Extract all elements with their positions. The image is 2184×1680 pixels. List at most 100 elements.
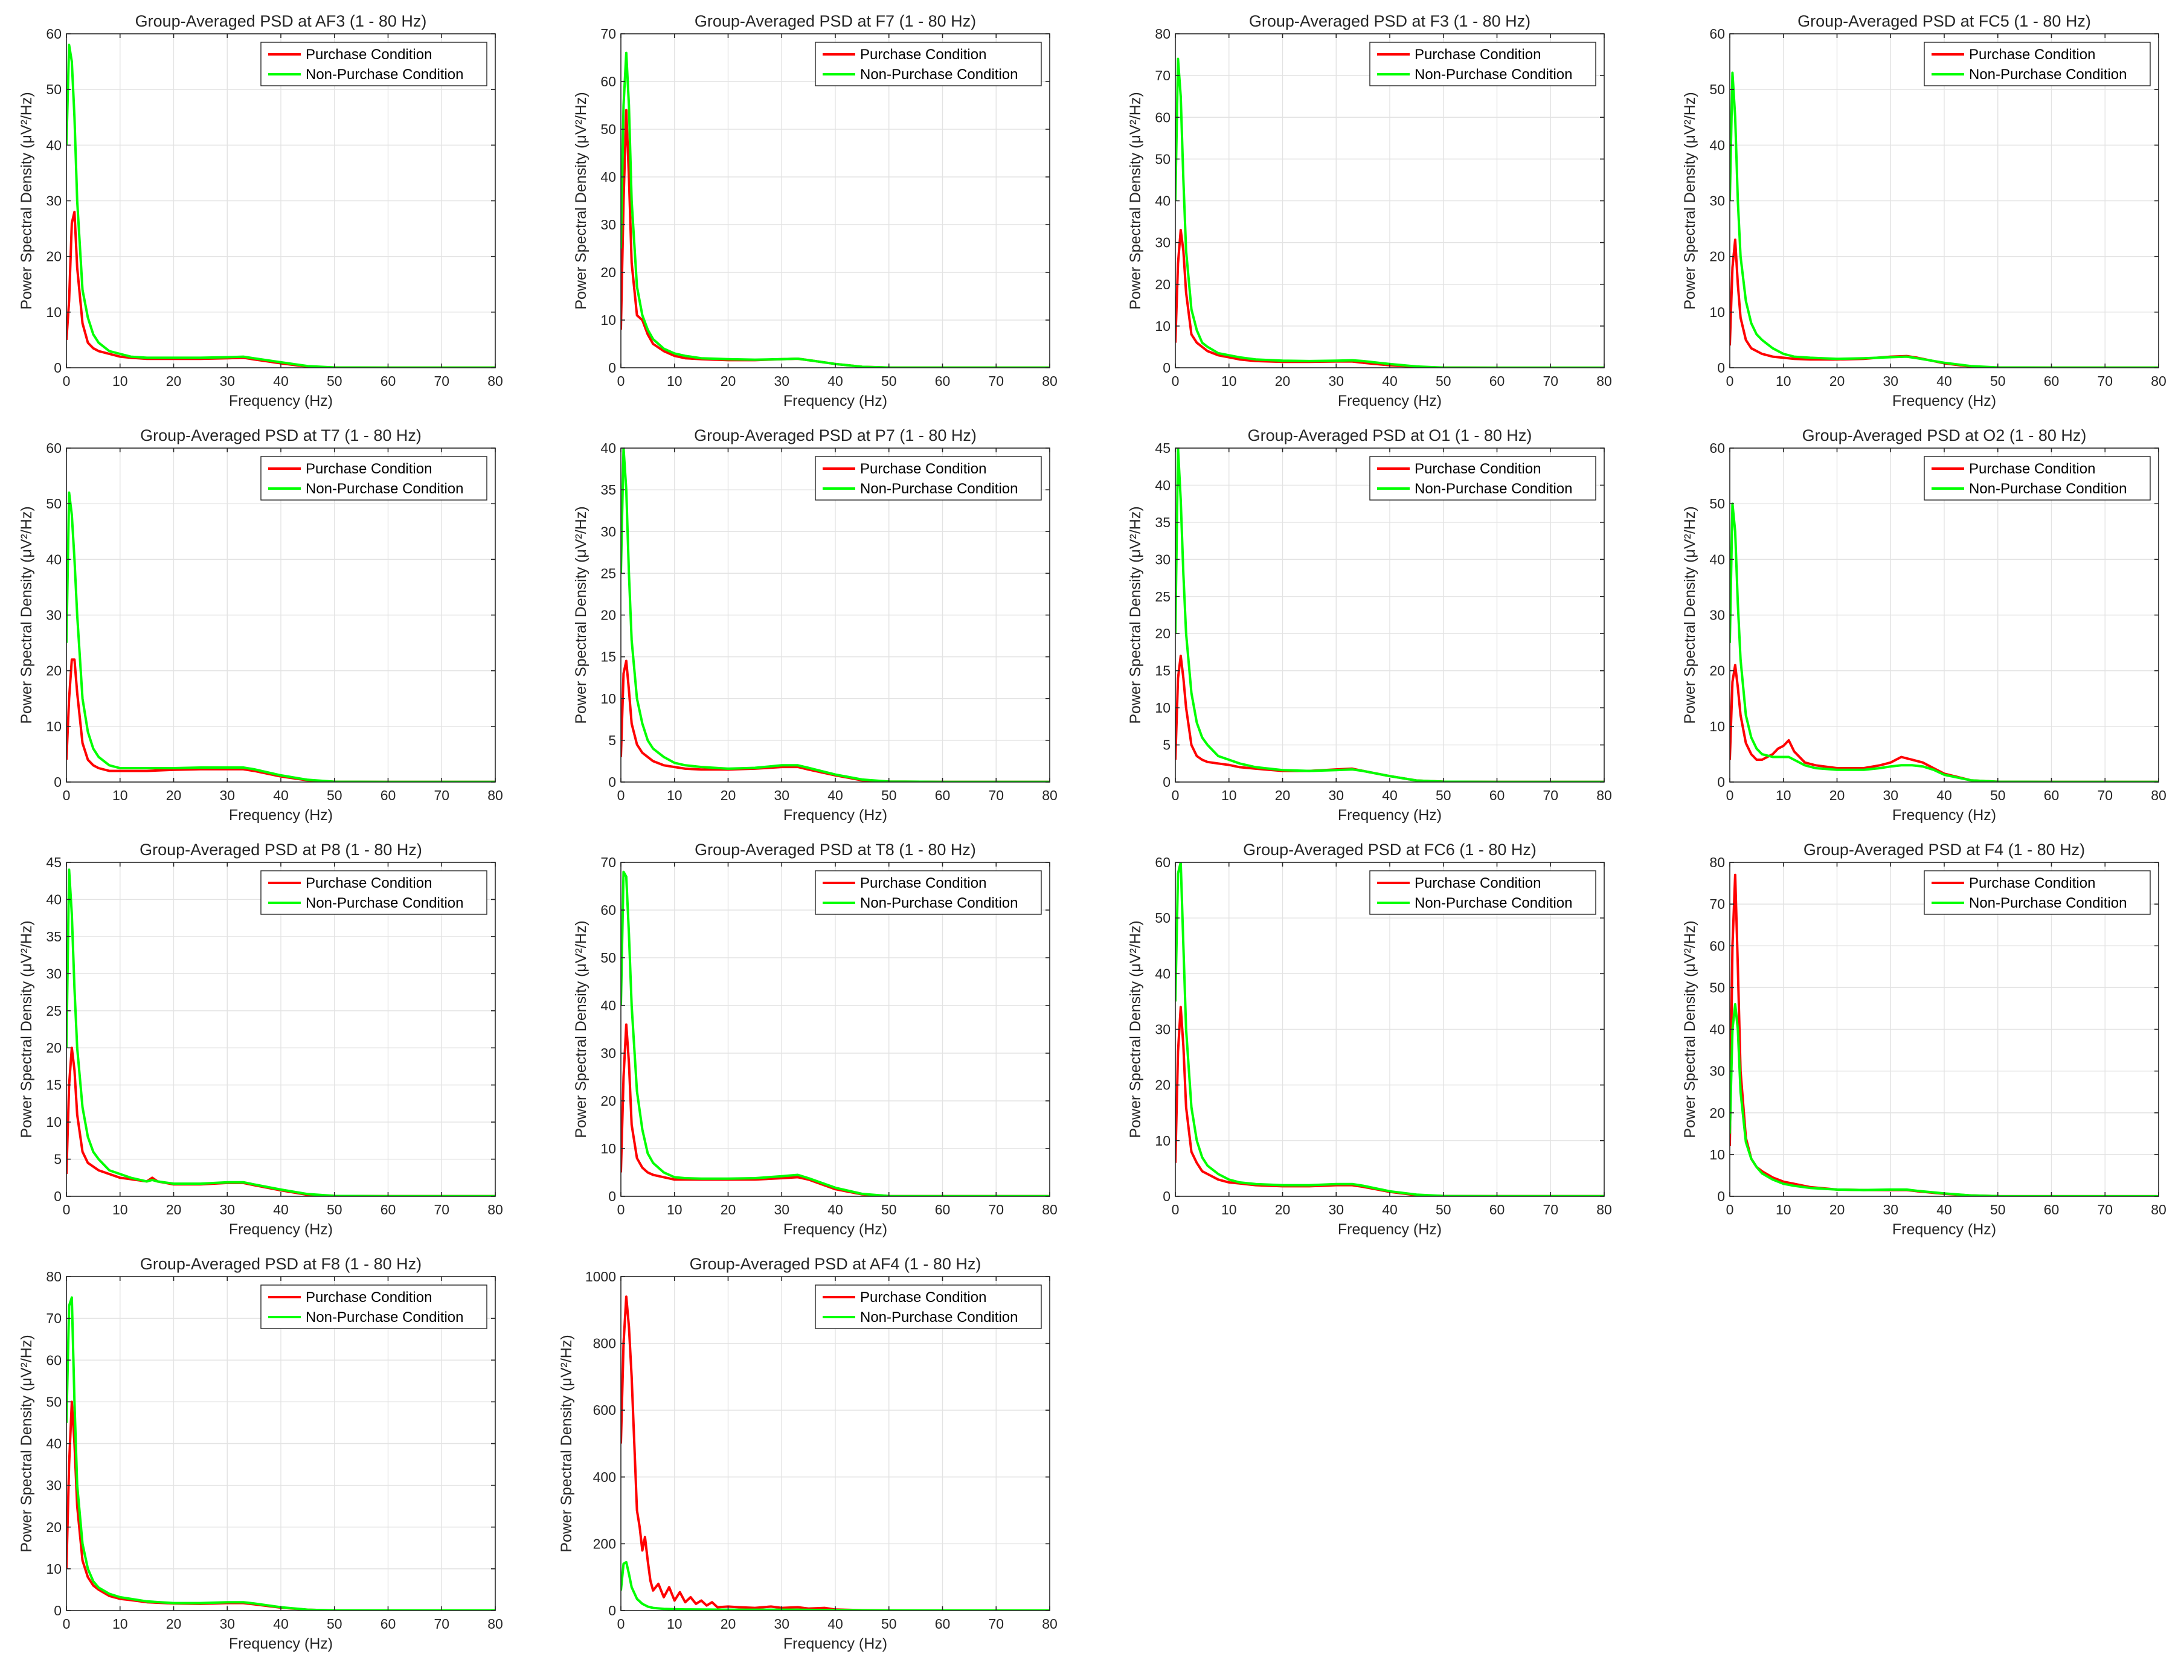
legend-entry: Non-Purchase Condition (306, 895, 463, 911)
legend-box (815, 42, 1042, 86)
plot-title: Group-Averaged PSD at T8 (1 - 80 Hz) (695, 841, 976, 859)
x-tick-label: 60 (935, 1616, 951, 1632)
x-tick-label: 10 (667, 1202, 682, 1217)
y-tick-label: 1000 (585, 1269, 616, 1284)
x-tick-label: 50 (327, 787, 342, 803)
y-tick-label: 50 (600, 950, 616, 966)
x-tick-label: 70 (2097, 1202, 2113, 1217)
y-tick-label: 60 (600, 902, 616, 918)
x-tick-label: 40 (827, 1616, 843, 1632)
y-tick-label: 10 (46, 1561, 62, 1577)
y-tick-label: 20 (46, 663, 62, 679)
x-tick-label: 10 (1776, 373, 1791, 389)
non-purchase-series-line (66, 1296, 495, 1611)
x-tick-label: 80 (487, 1616, 503, 1632)
y-tick-label: 20 (600, 265, 616, 280)
legend-entry: Purchase Condition (1969, 461, 2095, 477)
legend-entry: Purchase Condition (306, 46, 432, 63)
y-tick-label: 10 (1709, 304, 1725, 320)
legend-box (815, 870, 1042, 915)
x-tick-label: 60 (1489, 787, 1505, 803)
legend-box (815, 1284, 1042, 1329)
x-axis-label: Frequency (Hz) (783, 393, 887, 409)
y-tick-label: 40 (1709, 551, 1725, 567)
x-tick-label: 20 (166, 1202, 182, 1217)
x-tick-label: 0 (617, 1616, 625, 1632)
x-tick-label: 40 (273, 1616, 289, 1632)
y-tick-label: 0 (54, 360, 62, 376)
plot-title: Group-Averaged PSD at F3 (1 - 80 Hz) (1249, 12, 1530, 30)
y-tick-label: 20 (600, 1093, 616, 1109)
x-tick-label: 60 (381, 1616, 396, 1632)
x-tick-label: 80 (1042, 373, 1058, 389)
x-tick-label: 70 (434, 787, 449, 803)
plot-title: Group-Averaged PSD at AF4 (1 - 80 Hz) (690, 1255, 981, 1273)
y-tick-label: 600 (593, 1402, 616, 1418)
legend: Purchase Condition Non-Purchase Condition (1369, 42, 1596, 86)
legend-box (1924, 42, 2151, 86)
y-tick-label: 10 (46, 304, 62, 320)
y-tick-label: 10 (600, 691, 616, 707)
y-tick-label: 35 (46, 929, 62, 944)
x-tick-label: 30 (1883, 373, 1898, 389)
y-axis-label: Power Spectral Density (μV²/Hz) (18, 920, 35, 1138)
plot-title: Group-Averaged PSD at F8 (1 - 80 Hz) (140, 1255, 422, 1273)
y-tick-label: 45 (46, 854, 62, 870)
x-tick-label: 0 (1726, 373, 1734, 389)
x-tick-label: 50 (1990, 1202, 2006, 1217)
y-tick-label: 40 (1155, 477, 1171, 493)
y-tick-label: 40 (46, 137, 62, 153)
x-tick-label: 0 (1172, 1202, 1180, 1217)
y-axis-label: Power Spectral Density (μV²/Hz) (558, 1335, 575, 1552)
psd-panel: 0 10 20 30 40 50 60 70 80 0 10 20 30 40 50 60 70 Group-Av… (573, 12, 1058, 409)
y-tick-label: 10 (600, 312, 616, 328)
x-tick-label: 80 (2151, 373, 2166, 389)
x-tick-label: 20 (721, 1202, 736, 1217)
legend: Purchase Condition Non-Purchase Condition (815, 870, 1042, 915)
x-tick-label: 70 (2097, 787, 2113, 803)
y-tick-label: 30 (1155, 551, 1171, 567)
x-tick-label: 30 (1883, 1202, 1898, 1217)
x-tick-label: 10 (1221, 373, 1237, 389)
non-purchase-series-line (621, 870, 1050, 1196)
y-tick-label: 70 (46, 1310, 62, 1326)
legend: Purchase Condition Non-Purchase Condition (1369, 456, 1596, 501)
y-tick-label: 15 (600, 649, 616, 665)
x-tick-label: 0 (63, 1202, 71, 1217)
x-tick-label: 70 (2097, 373, 2113, 389)
legend-box (1369, 870, 1596, 915)
y-tick-label: 70 (1155, 68, 1171, 83)
x-tick-label: 30 (1883, 787, 1898, 803)
y-tick-label: 0 (608, 360, 616, 376)
x-tick-label: 80 (2151, 1202, 2166, 1217)
x-tick-label: 20 (721, 1616, 736, 1632)
x-tick-label: 30 (1328, 1202, 1344, 1217)
legend-box (260, 42, 487, 86)
psd-panel: 0 10 20 30 40 50 60 70 80 0 10 20 30 40 50 60 Group-Aver… (18, 426, 503, 824)
y-tick-label: 0 (1163, 360, 1171, 376)
x-tick-label: 50 (1436, 373, 1451, 389)
psd-panel: 0 10 20 30 40 50 60 70 80 0 10 20 30 40 50 60 70 Group-Av… (573, 841, 1058, 1238)
x-tick-label: 0 (1726, 787, 1734, 803)
y-tick-label: 80 (1709, 854, 1725, 870)
x-axis-label: Frequency (Hz) (229, 1221, 333, 1238)
y-axis-label: Power Spectral Density (μV²/Hz) (18, 1335, 35, 1552)
x-tick-label: 50 (327, 373, 342, 389)
y-tick-label: 40 (1709, 137, 1725, 153)
y-axis-label: Power Spectral Density (μV²/Hz) (573, 506, 589, 723)
y-tick-label: 40 (46, 1436, 62, 1452)
y-tick-label: 0 (54, 774, 62, 790)
y-tick-label: 40 (600, 440, 616, 456)
psd-panel: 0 10 20 30 40 50 60 70 80 0 10 20 30 40 50 60 70 80 Group-… (18, 1255, 503, 1652)
x-tick-label: 70 (988, 787, 1004, 803)
x-tick-label: 80 (1596, 1202, 1612, 1217)
y-tick-label: 5 (608, 733, 616, 748)
y-tick-label: 70 (1709, 896, 1725, 912)
y-axis-label: Power Spectral Density (μV²/Hz) (1127, 92, 1144, 309)
legend-entry: Non-Purchase Condition (860, 66, 1018, 83)
x-tick-label: 10 (1776, 787, 1791, 803)
x-tick-label: 80 (487, 1202, 503, 1217)
legend-entry: Non-Purchase Condition (306, 66, 463, 83)
purchase-series-line (621, 1295, 1050, 1611)
x-tick-label: 50 (1990, 373, 2006, 389)
